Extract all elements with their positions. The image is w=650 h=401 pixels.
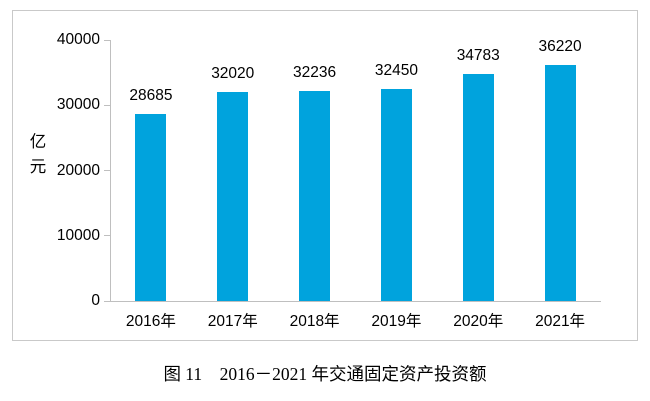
y-tick-label: 0 <box>91 292 100 309</box>
y-tick-mark <box>104 235 110 237</box>
y-axis-line <box>110 40 111 301</box>
bar-2021年 <box>544 64 576 301</box>
x-axis-label: 2019年 <box>371 313 422 330</box>
y-tick-mark <box>104 300 110 302</box>
bar-2017年 <box>217 92 249 301</box>
y-tick-label: 40000 <box>56 31 100 48</box>
bar-value-label: 28685 <box>129 86 173 104</box>
bar-2020年 <box>462 74 494 301</box>
bar-2019年 <box>380 89 412 301</box>
x-axis-label: 2016年 <box>125 313 176 330</box>
x-axis-label: 2021年 <box>535 313 586 330</box>
y-tick-label: 10000 <box>56 226 100 244</box>
x-axis-label: 2017年 <box>207 313 258 330</box>
y-tick-mark <box>104 39 110 41</box>
bar-value-label: 36220 <box>538 37 582 55</box>
x-axis-label: 2020年 <box>453 313 504 330</box>
bar-2018年 <box>299 90 331 301</box>
x-axis-line <box>110 301 601 302</box>
bar-value-label: 32236 <box>293 63 337 81</box>
bar-value-label: 32020 <box>211 65 255 83</box>
x-axis-label: 2018年 <box>289 313 340 330</box>
bar-value-label: 32450 <box>374 62 418 80</box>
y-tick-mark <box>104 170 110 171</box>
y-tick-label: 30000 <box>56 96 100 114</box>
y-tick-mark <box>104 104 110 106</box>
bar-2016年 <box>135 113 167 301</box>
y-tick-label: 20000 <box>56 161 100 179</box>
y-axis-title: 亿元 <box>29 133 47 176</box>
bar-value-label: 34783 <box>456 47 500 65</box>
figure-caption: 图 11 2016－2021 年交通固定资产投资额 <box>163 364 487 384</box>
